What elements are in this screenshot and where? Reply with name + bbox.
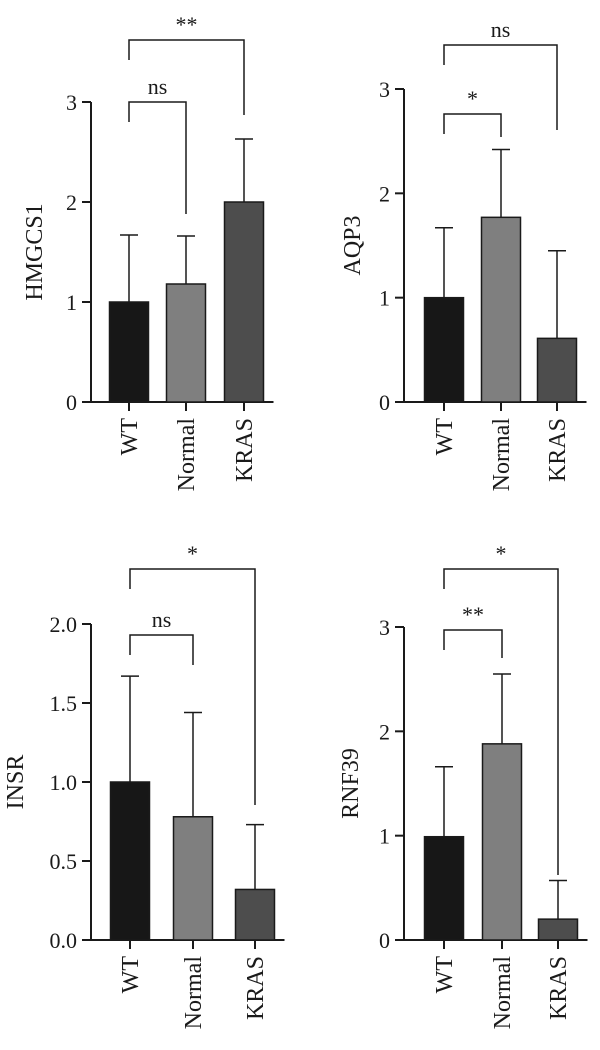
y-axis-title: INSR bbox=[3, 755, 29, 810]
y-tick-label: 1 bbox=[379, 824, 390, 849]
y-axis-title: AQP3 bbox=[340, 215, 366, 275]
y-tick-label: 0.5 bbox=[50, 849, 78, 874]
significance-bracket bbox=[129, 634, 194, 665]
y-tick-label: 1 bbox=[66, 290, 77, 315]
y-tick-label: 2 bbox=[66, 190, 77, 215]
y-axis-title: RNF39 bbox=[338, 748, 364, 819]
significance-bracket bbox=[443, 113, 502, 137]
bar-normal bbox=[172, 816, 214, 941]
significance-label: ns bbox=[148, 74, 168, 99]
y-tick-label: 1.5 bbox=[50, 691, 78, 716]
significance-bracket bbox=[443, 629, 503, 658]
x-tick-label-wt: WT bbox=[118, 956, 144, 994]
chart-panel-aqp3: 0 1 2 3 AQP3 WT Normal KRAS * ns bbox=[340, 17, 587, 491]
bar-kras bbox=[537, 918, 579, 941]
x-tick-label-wt: WT bbox=[432, 956, 458, 994]
bar-wt bbox=[423, 296, 465, 403]
y-tick-label: 1.0 bbox=[50, 770, 78, 795]
x-tick-label-kras: KRAS bbox=[232, 418, 258, 482]
y-tick-label: 0 bbox=[66, 390, 77, 415]
y-tick-label: 3 bbox=[379, 615, 390, 640]
x-tick-label-normal: Normal bbox=[174, 418, 200, 492]
significance-bracket bbox=[129, 568, 256, 805]
significance-bracket bbox=[443, 568, 559, 875]
y-tick-label: 3 bbox=[66, 90, 77, 115]
x-tick-label-normal: Normal bbox=[181, 956, 207, 1030]
significance-bracket bbox=[128, 101, 187, 214]
bar-normal bbox=[480, 216, 522, 403]
y-tick-label: 0 bbox=[379, 928, 390, 953]
bar-wt bbox=[109, 781, 151, 941]
significance-label: * bbox=[496, 541, 507, 566]
bar-wt bbox=[423, 835, 465, 941]
bar-wt bbox=[108, 301, 150, 403]
y-tick-label: 2.0 bbox=[50, 612, 78, 637]
significance-label: ns bbox=[152, 607, 172, 632]
significance-label: ** bbox=[462, 602, 484, 627]
y-tick-label: 1 bbox=[379, 286, 390, 311]
significance-label: ns bbox=[491, 17, 511, 42]
y-tick-label: 0 bbox=[379, 390, 390, 415]
significance-label: ** bbox=[176, 12, 198, 37]
x-tick-label-normal: Normal bbox=[490, 956, 516, 1030]
x-tick-label-kras: KRAS bbox=[243, 956, 269, 1020]
bar-kras bbox=[223, 201, 265, 403]
bar-normal bbox=[165, 283, 207, 403]
x-tick-label-kras: KRAS bbox=[546, 956, 572, 1020]
significance-bracket bbox=[128, 39, 245, 115]
chart-panel-insr: 0.0 0.5 1.0 1.5 2.0 INSR WT Normal KRAS ns * bbox=[3, 541, 285, 1029]
y-axis-title: HMGCS1 bbox=[22, 203, 48, 300]
x-tick-label-wt: WT bbox=[117, 418, 143, 456]
x-tick-label-kras: KRAS bbox=[545, 418, 571, 482]
y-tick-label: 3 bbox=[379, 77, 390, 102]
bar-kras bbox=[234, 888, 276, 941]
significance-label: * bbox=[467, 86, 478, 111]
chart-panel-hmgcs1: 0 1 2 3 HMGCS1 WT Normal KRAS ns ** bbox=[22, 12, 274, 491]
bar-kras bbox=[536, 337, 578, 403]
significance-bracket bbox=[443, 44, 558, 130]
bar-normal bbox=[481, 743, 523, 941]
significance-label: * bbox=[187, 541, 198, 566]
x-tick-label-normal: Normal bbox=[489, 418, 515, 492]
y-tick-label: 2 bbox=[379, 719, 390, 744]
y-tick-label: 0.0 bbox=[50, 928, 78, 953]
x-tick-label-wt: WT bbox=[432, 418, 458, 456]
y-tick-label: 2 bbox=[379, 181, 390, 206]
